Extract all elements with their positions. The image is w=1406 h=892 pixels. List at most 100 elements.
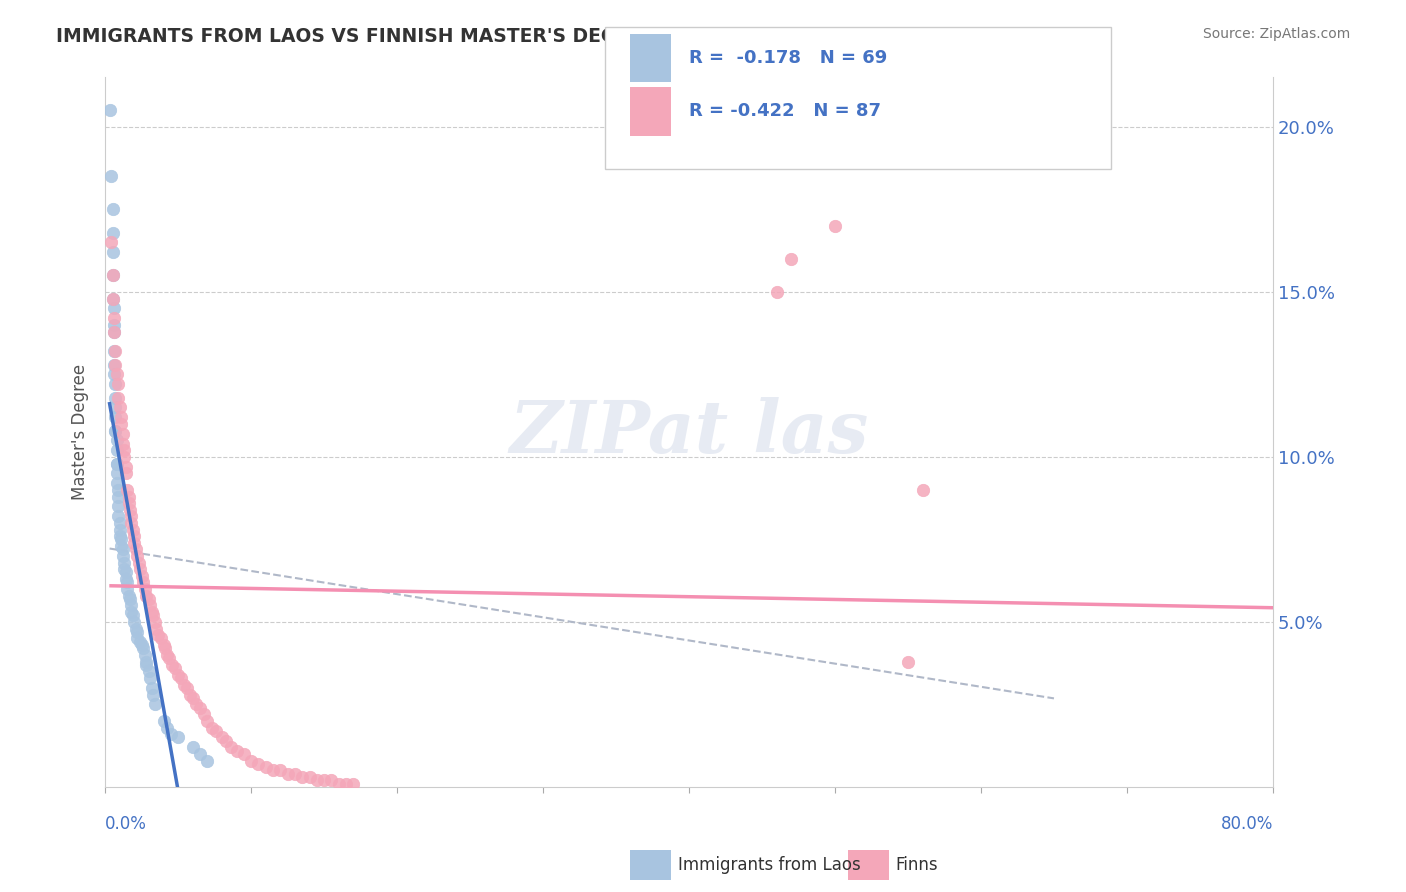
Point [101,202,124,217]
Point [145,622,167,636]
Point [100,235,122,250]
Point [103,358,125,372]
Text: Immigrants from Laos: Immigrants from Laos [678,856,860,874]
Point [104,358,127,372]
Point [143,615,166,629]
Point [122,608,145,623]
Text: ZIPat las: ZIPat las [509,397,869,467]
Point [188,747,211,761]
Point [132,641,155,656]
Point [780,252,803,266]
Point [105,368,128,382]
Point [121,509,143,524]
Point [139,671,162,685]
Point [117,496,139,510]
Point [103,344,125,359]
Point [824,219,846,233]
Point [110,539,132,553]
Point [135,655,157,669]
Point [127,632,149,646]
Text: 80.0%: 80.0% [1220,815,1272,833]
Point [335,777,357,791]
Point [115,582,138,596]
Point [104,377,127,392]
Point [124,535,146,549]
Point [104,344,127,359]
Point [165,661,187,675]
Point [127,549,149,563]
Point [110,417,132,431]
Point [104,424,127,438]
Point [108,401,131,415]
Point [105,443,128,458]
Point [105,457,128,471]
Point [911,483,934,497]
Point [291,770,314,784]
Point [107,509,129,524]
Point [104,401,127,415]
Point [103,325,125,339]
Point [107,483,129,497]
Point [298,770,321,784]
Point [142,688,165,702]
Point [122,523,145,537]
Point [155,721,177,735]
Point [155,648,177,662]
Point [173,678,195,692]
Point [305,773,328,788]
Point [101,245,124,260]
Point [117,589,139,603]
Point [181,740,204,755]
Point [105,434,128,448]
Text: R =  -0.178   N = 69: R = -0.178 N = 69 [689,49,887,67]
Point [232,747,254,761]
Point [131,568,153,582]
Point [131,638,153,652]
Point [100,169,122,184]
Point [184,698,207,712]
Point [103,318,125,332]
Point [112,562,135,576]
Point [219,740,242,755]
Point [142,608,165,623]
Point [103,301,125,316]
Point [107,391,129,405]
Point [118,502,141,516]
Point [205,723,228,738]
Point [103,368,125,382]
Y-axis label: Master's Degree: Master's Degree [72,364,89,500]
Point [107,500,129,514]
Point [277,766,299,780]
Point [138,665,160,679]
Point [121,599,143,613]
Point [314,773,336,788]
Point [108,523,131,537]
Point [111,436,134,450]
Point [110,533,132,547]
Point [111,542,134,557]
Point [108,529,131,543]
Point [328,777,350,791]
Point [321,773,343,788]
Point [129,562,152,576]
Point [124,529,146,543]
Point [115,575,138,590]
Point [195,714,218,728]
Point [167,731,190,745]
Point [114,566,136,580]
Point [138,591,160,606]
Point [160,727,183,741]
Point [101,292,124,306]
Point [121,516,143,530]
Text: 0.0%: 0.0% [105,815,148,833]
Point [104,391,127,405]
Point [215,733,238,747]
Point [211,731,233,745]
Point [107,490,129,504]
Point [247,756,270,771]
Point [105,467,128,481]
Point [114,459,136,474]
Point [262,764,284,778]
Point [114,467,136,481]
Point [897,655,920,669]
